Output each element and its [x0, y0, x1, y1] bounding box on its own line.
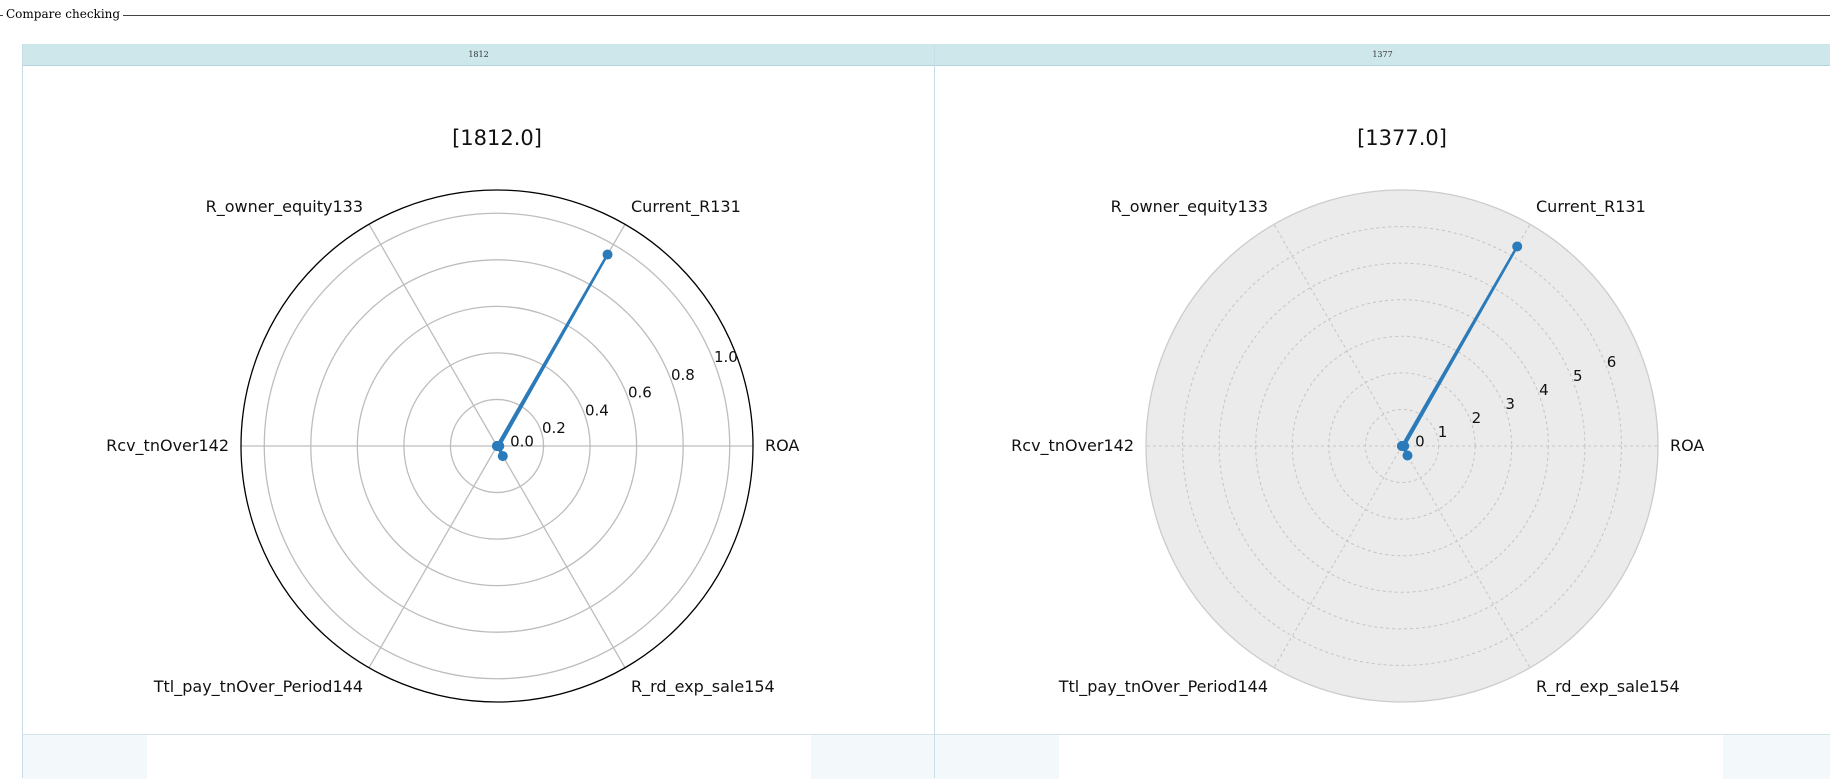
panel-tab-1812[interactable]: 1812 [23, 44, 934, 66]
radial-tick-label: 0.8 [671, 366, 695, 384]
panel-footer-1812 [23, 734, 935, 779]
spoke-line [496, 445, 626, 669]
footer-cell-right [811, 735, 935, 779]
compare-panel-1377: 1377 0 1 2 3 4 5 6 ROA Current_R131 R_owner_equit… [934, 44, 1830, 779]
category-label: R_owner_equity133 [1111, 197, 1268, 217]
radial-tick-label: 6 [1607, 353, 1617, 371]
radar-chart-1377: 01 2 3 4 5 6 ROA Current_R131 R_owner_equity133 R… [1011, 126, 1704, 703]
spoke-line [368, 223, 498, 447]
radial-tick-label: 0 [1415, 432, 1425, 450]
data-point [492, 441, 502, 451]
category-label: Current_R131 [1536, 197, 1646, 217]
footer-cell-left [935, 735, 1059, 779]
spoke-line [1273, 445, 1403, 668]
footer-cell-right [1723, 735, 1830, 779]
radial-tick-label: 2 [1472, 409, 1482, 427]
data-point [497, 451, 508, 462]
radial-tick-label: 0.0 [510, 432, 534, 450]
panel-tab-1377[interactable]: 1377 [935, 44, 1830, 66]
radial-tick-label: 1 [1438, 423, 1448, 441]
category-label: R_rd_exp_sale154 [1536, 677, 1680, 697]
radar-chart-1812: 0.0 0.2 0.4 0.6 0.8 1.0 ROA Current_R131 R_owner… [106, 126, 799, 703]
radial-tick-label: 1.0 [714, 348, 738, 366]
chart-title: [1377.0] [1357, 126, 1447, 150]
spoke-line [1273, 224, 1403, 447]
data-point [1397, 441, 1407, 451]
data-point [1512, 241, 1523, 252]
category-label: R_owner_equity133 [206, 197, 363, 217]
radial-grid-circle [1182, 226, 1622, 666]
radial-tick-label: 0.2 [542, 419, 566, 437]
chart-title: [1812.0] [452, 126, 542, 150]
radial-tick-label: 0.6 [628, 384, 652, 402]
spoke-line [368, 445, 498, 669]
footer-cell-left [23, 735, 147, 779]
radial-tick-label: 3 [1505, 395, 1515, 413]
category-label: Current_R131 [631, 197, 741, 217]
category-label: ROA [1670, 436, 1704, 455]
category-label: Ttl_pay_tnOver_Period144 [153, 677, 363, 697]
radial-tick-label: 5 [1573, 367, 1583, 385]
compare-panel-1812: 1812 0.0 0.2 0.4 0.6 0.8 1.0 ROA Current_R131 R_… [22, 44, 935, 779]
category-label: Rcv_tnOver142 [1011, 436, 1134, 456]
radial-tick-label: 4 [1539, 381, 1549, 399]
category-label: R_rd_exp_sale154 [631, 677, 775, 697]
category-label: Rcv_tnOver142 [106, 436, 229, 456]
polar-frame [240, 189, 754, 703]
radial-tick-label: 0.4 [585, 401, 609, 419]
section-border [0, 15, 1830, 16]
section-legend: Compare checking [3, 7, 124, 21]
spoke-line [1401, 445, 1531, 668]
polar-frame [1145, 189, 1659, 703]
data-point [1402, 450, 1413, 461]
data-point [602, 249, 613, 260]
category-label: Ttl_pay_tnOver_Period144 [1058, 677, 1268, 697]
category-label: ROA [765, 436, 799, 455]
panel-footer-1377 [935, 734, 1830, 779]
